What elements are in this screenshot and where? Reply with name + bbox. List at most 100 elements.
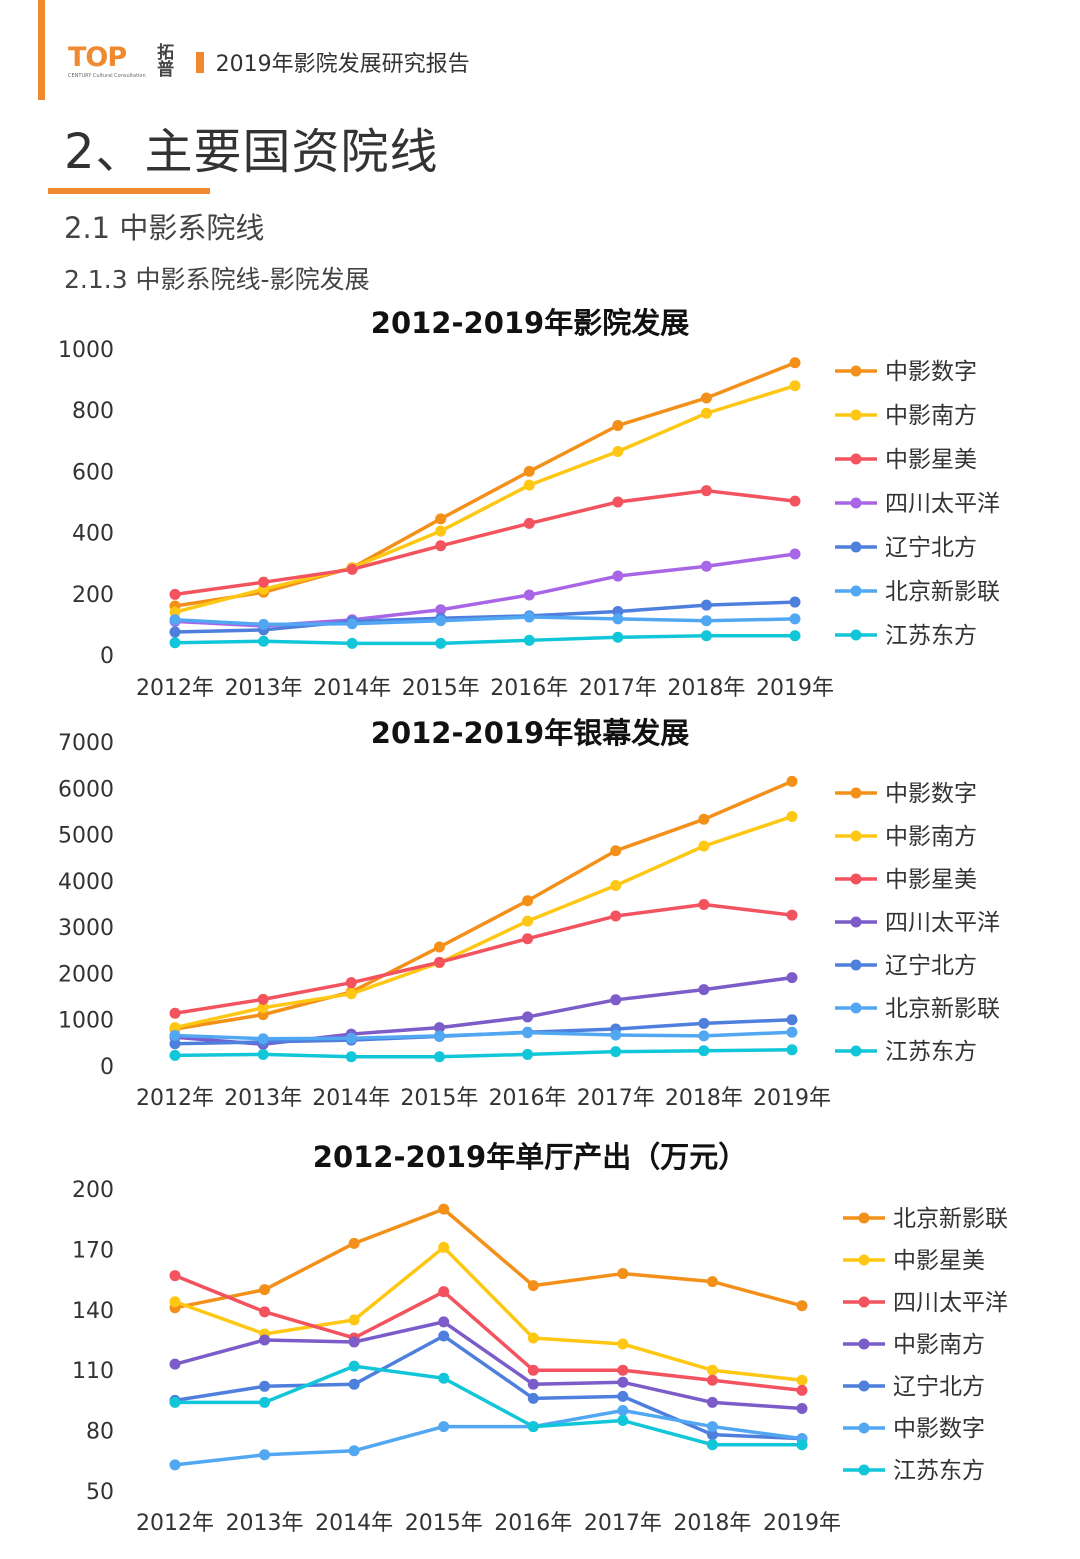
data-point <box>796 1300 808 1312</box>
data-point <box>435 615 447 627</box>
y-tick-label: 170 <box>72 1238 114 1263</box>
data-point <box>796 1439 808 1451</box>
series-line <box>173 1334 804 1441</box>
series-line <box>173 615 797 627</box>
data-point <box>617 1376 629 1388</box>
legend-swatch-marker <box>850 787 862 799</box>
data-point <box>523 479 535 491</box>
data-point <box>433 1030 445 1042</box>
data-point <box>706 1364 718 1376</box>
legend-label: 中影星美 <box>885 867 977 893</box>
x-tick-label: 2017年 <box>577 1086 655 1111</box>
series-line <box>173 1048 794 1059</box>
data-point <box>258 576 270 588</box>
data-point <box>438 1203 450 1215</box>
y-tick-label: 400 <box>72 522 114 547</box>
report-title: 2019年影院发展研究报告 <box>215 52 470 77</box>
legend-label: 江苏东方 <box>885 623 977 649</box>
y-tick-label: 0 <box>100 644 114 669</box>
y-tick-label: 2000 <box>58 962 114 987</box>
x-tick-label: 2012年 <box>136 1511 214 1536</box>
y-tick-label: 200 <box>72 1178 114 1203</box>
data-point <box>433 1051 445 1063</box>
subsubsection-title: 2.1.3 中影系院线-影院发展 <box>64 265 370 294</box>
data-point <box>169 1007 181 1019</box>
data-point <box>348 1237 360 1249</box>
header-marker <box>195 51 204 73</box>
data-point <box>617 1390 629 1402</box>
legend-swatch-marker <box>850 959 862 971</box>
x-tick-label: 2015年 <box>405 1511 483 1536</box>
data-point <box>259 1334 271 1346</box>
legend-swatch-marker <box>850 585 862 597</box>
y-tick-label: 7000 <box>58 731 114 756</box>
data-point <box>523 634 535 646</box>
x-tick-label: 2015年 <box>402 676 480 701</box>
y-tick-label: 1000 <box>58 338 114 363</box>
data-point <box>700 560 712 572</box>
legend-swatch-marker <box>850 497 862 509</box>
legend-label: 江苏东方 <box>893 1458 985 1484</box>
data-point <box>786 1044 798 1056</box>
x-tick-label: 2016年 <box>489 1086 567 1111</box>
legend-swatch-marker <box>850 873 862 885</box>
legend-label: 中影南方 <box>885 403 977 429</box>
y-tick-label: 4000 <box>58 870 114 895</box>
data-point <box>706 1396 718 1408</box>
x-tick-label: 2018年 <box>667 676 745 701</box>
data-point <box>259 1449 271 1461</box>
legend-swatch-marker <box>858 1380 870 1392</box>
data-point <box>610 1046 622 1058</box>
logo-subtext: CENTURY Cultural Consultation <box>68 73 146 79</box>
data-point <box>527 1280 539 1292</box>
data-point <box>348 1336 360 1348</box>
y-tick-label: 0 <box>100 1055 114 1080</box>
data-point <box>789 613 801 625</box>
legend-label: 中影数字 <box>893 1416 985 1442</box>
series-line <box>173 633 797 646</box>
series-line <box>173 361 797 608</box>
data-point <box>617 1415 629 1427</box>
data-point <box>348 1360 360 1372</box>
data-point <box>438 1241 450 1253</box>
y-tick-label: 600 <box>72 460 114 485</box>
data-point <box>700 630 712 642</box>
y-tick-label: 800 <box>72 399 114 424</box>
data-point <box>345 1032 357 1044</box>
data-point <box>435 604 447 616</box>
x-tick-label: 2012年 <box>136 1086 214 1111</box>
data-point <box>698 898 710 910</box>
data-point <box>706 1429 718 1441</box>
data-point <box>789 495 801 507</box>
data-point <box>786 909 798 921</box>
y-tick-label: 50 <box>86 1480 114 1505</box>
data-point <box>786 1026 798 1038</box>
data-point <box>610 910 622 922</box>
data-point <box>796 1402 808 1414</box>
data-point <box>522 895 534 907</box>
data-point <box>796 1384 808 1396</box>
legend-swatch-marker <box>858 1464 870 1476</box>
x-tick-label: 2017年 <box>579 676 657 701</box>
legend-label: 四川太平洋 <box>893 1290 1008 1316</box>
data-point <box>706 1374 718 1386</box>
y-tick-label: 3000 <box>58 916 114 941</box>
legend-swatch-marker <box>850 916 862 928</box>
logo-chinese: 拓普 <box>157 43 175 80</box>
series-line <box>173 488 797 597</box>
series-line <box>173 779 794 1031</box>
data-point <box>169 637 181 649</box>
series-line <box>173 1364 804 1447</box>
data-point <box>346 563 358 575</box>
chart-title: 2012-2019年银幕发展 <box>371 716 689 750</box>
series-line <box>173 1207 804 1310</box>
data-point <box>435 540 447 552</box>
data-point <box>527 1392 539 1404</box>
data-point <box>700 392 712 404</box>
legend-label: 北京新影联 <box>893 1206 1008 1232</box>
data-point <box>522 1048 534 1060</box>
data-point <box>786 811 798 823</box>
series-line <box>173 1408 804 1467</box>
data-point <box>169 626 181 638</box>
data-point <box>258 618 270 630</box>
